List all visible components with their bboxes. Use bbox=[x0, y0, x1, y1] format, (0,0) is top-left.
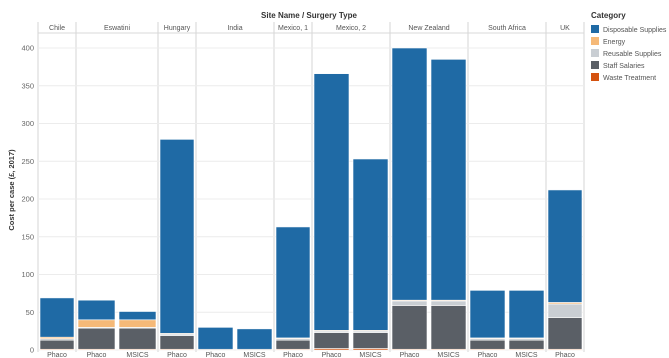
x-axis-labels: Phaco Phaco MSICS Phaco Phaco MSICS Phaco Phaco… bbox=[47, 352, 575, 358]
x-tick-label: Phaco bbox=[47, 352, 67, 358]
site-header-label: Eswatini bbox=[104, 25, 131, 32]
x-tick-label: MSICS bbox=[437, 352, 460, 358]
bar-segment-disposable-supplies bbox=[197, 327, 234, 350]
bar-segment-disposable-supplies bbox=[391, 47, 428, 301]
y-tick-label: 0 bbox=[30, 346, 34, 355]
bar-segment-disposable-supplies bbox=[313, 73, 350, 331]
bar-segment-disposable-supplies bbox=[236, 328, 273, 350]
bar-segment-staff-salaries bbox=[430, 305, 467, 350]
bar-segment-staff-salaries bbox=[39, 339, 75, 350]
x-tick-label: Phaco bbox=[478, 352, 498, 358]
bar-segment-staff-salaries bbox=[77, 327, 116, 350]
bar-segment-disposable-supplies bbox=[77, 299, 116, 321]
bar-segment-energy bbox=[118, 319, 157, 328]
bar-segment-disposable-supplies bbox=[547, 189, 583, 303]
bar-segment-staff-salaries bbox=[118, 327, 157, 350]
x-tick-label: Phaco bbox=[167, 352, 187, 358]
bar-segment-disposable-supplies bbox=[275, 226, 311, 339]
bar-segment-staff-salaries bbox=[275, 339, 311, 350]
site-header-label: New Zealand bbox=[408, 25, 449, 32]
x-tick-label: MSICS bbox=[126, 352, 149, 358]
y-tick-label: 50 bbox=[26, 308, 34, 317]
bar-segment-disposable-supplies bbox=[352, 158, 389, 331]
bar-segment-disposable-supplies bbox=[469, 290, 506, 339]
legend-title: Category bbox=[591, 11, 626, 20]
x-tick-label: Phaco bbox=[400, 352, 420, 358]
y-tick-label: 250 bbox=[21, 157, 34, 166]
y-tick-label: 200 bbox=[21, 195, 34, 204]
x-tick-label: Phaco bbox=[283, 352, 303, 358]
site-headers: Chile Eswatini Hungary India Mexico, 1 Mexico… bbox=[49, 25, 570, 32]
y-tick-label: 150 bbox=[21, 232, 34, 241]
legend: Category Disposable Supplies Energy Reusab… bbox=[591, 11, 667, 82]
legend-swatch bbox=[591, 61, 599, 69]
bar-segment-disposable-supplies bbox=[39, 297, 75, 338]
site-header-label: UK bbox=[560, 25, 570, 32]
site-header-label: India bbox=[227, 25, 242, 32]
bar-segment-disposable-supplies bbox=[118, 311, 157, 321]
y-tick-label: 350 bbox=[21, 81, 34, 90]
bar-segment-disposable-supplies bbox=[508, 290, 545, 339]
site-header-label: Mexico, 1 bbox=[278, 25, 308, 32]
y-axis-title: Cost per case (£, 2017) bbox=[7, 149, 16, 231]
y-tick-label: 400 bbox=[21, 44, 34, 53]
y-tick-label: 100 bbox=[21, 270, 34, 279]
bar-segment-staff-salaries bbox=[508, 339, 545, 350]
legend-item-label: Staff Salaries bbox=[603, 63, 645, 70]
bar-segment-reusable-supplies bbox=[430, 300, 467, 306]
x-tick-label: Phaco bbox=[555, 352, 575, 358]
legend-item-label: Disposable Supplies bbox=[603, 27, 667, 34]
legend-swatch bbox=[591, 25, 599, 33]
bar-segment-staff-salaries bbox=[352, 332, 389, 349]
site-header-label: Hungary bbox=[164, 25, 191, 32]
x-tick-label: MSICS bbox=[359, 352, 382, 358]
legend-item-label: Energy bbox=[603, 39, 626, 46]
legend-swatch bbox=[591, 37, 599, 45]
site-header-label: Chile bbox=[49, 25, 65, 32]
bar-segment-disposable-supplies bbox=[430, 59, 467, 301]
bar-segment-staff-salaries bbox=[547, 317, 583, 350]
x-tick-label: Phaco bbox=[322, 352, 342, 358]
site-header-label: Mexico, 2 bbox=[336, 25, 366, 32]
bar-segment-reusable-supplies bbox=[391, 300, 428, 306]
x-tick-label: Phaco bbox=[206, 352, 226, 358]
bar-segment-reusable-supplies bbox=[547, 303, 583, 318]
x-tick-label: MSICS bbox=[243, 352, 266, 358]
bar-segment-staff-salaries bbox=[313, 332, 350, 349]
bar-segment-staff-salaries bbox=[159, 335, 195, 350]
y-axis: 0 50 100 150 200 250 300 350 400 bbox=[21, 44, 34, 355]
legend-item-label: Reusable Supplies bbox=[603, 51, 662, 58]
x-tick-label: MSICS bbox=[515, 352, 538, 358]
x-tick-label: Phaco bbox=[87, 352, 107, 358]
chart-title: Site Name / Surgery Type bbox=[261, 11, 357, 20]
bar-segment-disposable-supplies bbox=[159, 139, 195, 334]
bars bbox=[39, 47, 583, 351]
bar-segment-energy bbox=[77, 319, 116, 328]
bar-segment-staff-salaries bbox=[391, 305, 428, 350]
y-tick-label: 300 bbox=[21, 119, 34, 128]
legend-item-label: Waste Treatment bbox=[603, 75, 656, 82]
legend-swatch bbox=[591, 73, 599, 81]
legend-swatch bbox=[591, 49, 599, 57]
site-panels bbox=[37, 22, 585, 352]
bar-segment-staff-salaries bbox=[469, 339, 506, 350]
site-header-label: South Africa bbox=[488, 25, 526, 32]
